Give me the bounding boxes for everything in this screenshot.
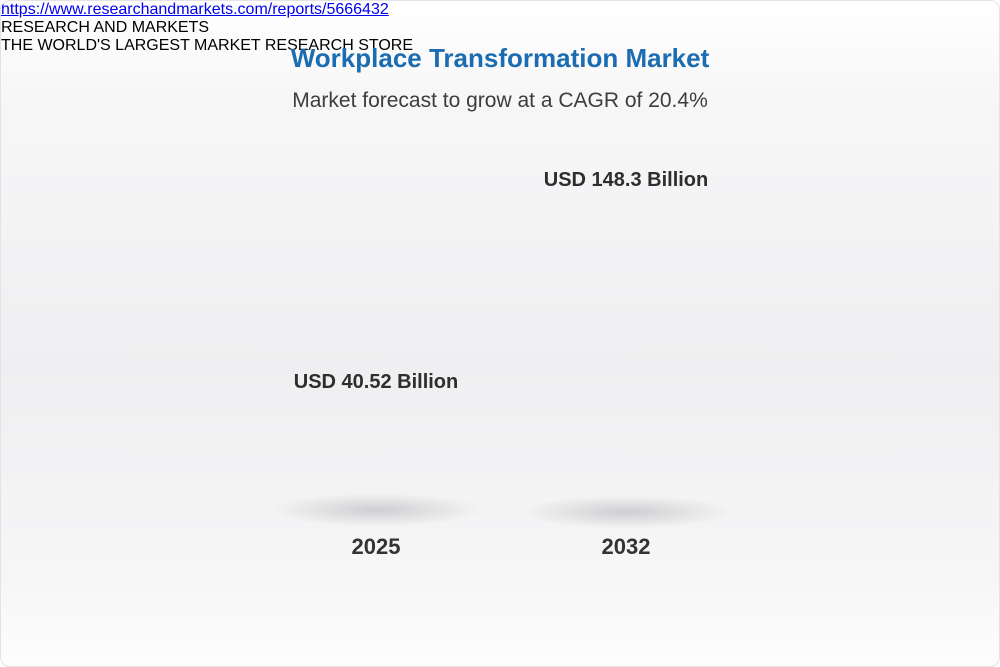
cylinder-shadow-2025 (269, 493, 484, 527)
logo-word-markets: MARKETS (131, 19, 210, 36)
bar-cylinder-2025 (293, 417, 459, 513)
page-title: Workplace Transformation Market (290, 43, 710, 73)
logo-word-and: AND (93, 19, 128, 36)
logo-tagline: THE WORLD'S LARGEST MARKET RESEARCH STOR… (1, 37, 414, 54)
axis-label-2025: 2025 (351, 534, 401, 559)
value-label-2025: USD 40.52 Billion (293, 371, 459, 393)
cylinder-top-gold (293, 417, 459, 459)
report-url-link[interactable]: https://www.researchandmarkets.com/repor… (1, 1, 389, 18)
logo-wordmark: RESEARCH AND MARKETS (1, 19, 999, 37)
value-label-2032: USD 148.3 Billion (543, 169, 709, 191)
page-subtitle: Market forecast to grow at a CAGR of 20.… (292, 89, 708, 112)
company-logo: RESEARCH AND MARKETS THE WORLD'S LARGEST… (1, 19, 999, 55)
cylinder-shadow-2032 (519, 495, 734, 529)
axis-label-2032: 2032 (601, 534, 651, 559)
logo-word-research: RESEARCH (1, 19, 90, 36)
